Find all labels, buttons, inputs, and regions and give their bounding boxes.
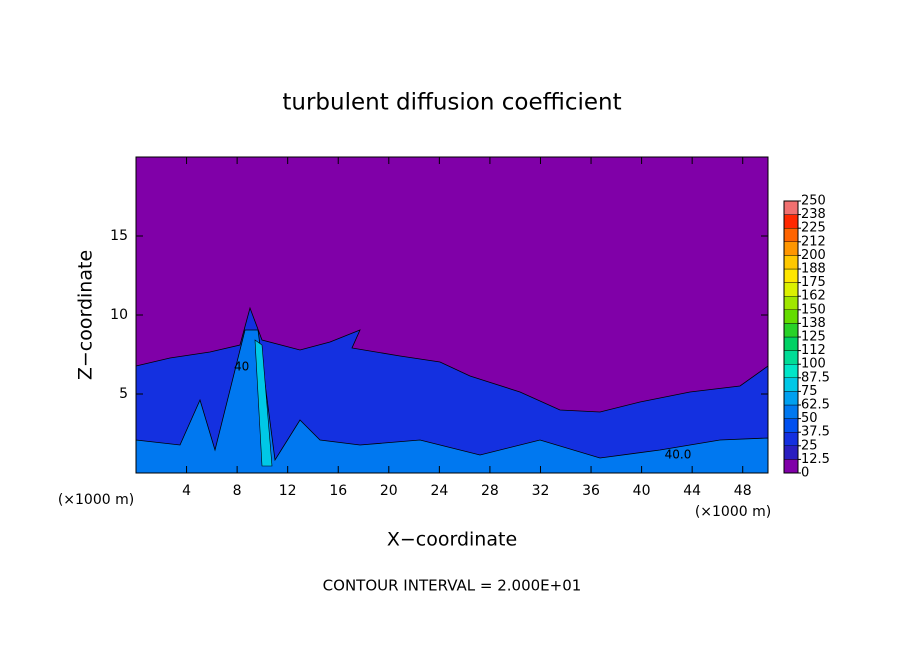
colorbar-label: 75 <box>801 384 818 399</box>
x-unit-label: (×1000 m) <box>695 504 771 520</box>
colorbar-label: 225 <box>801 221 826 236</box>
x-tick-label: 48 <box>734 483 752 499</box>
x-tick-label: 20 <box>380 483 398 499</box>
x-tick-label: 16 <box>329 483 347 499</box>
colorbar-label: 12.5 <box>801 452 830 467</box>
x-tick-label: 12 <box>279 483 297 499</box>
colorbar-segment <box>783 227 799 242</box>
colorbar-segment <box>783 336 799 351</box>
colorbar-segment <box>783 459 799 474</box>
colorbar-segment <box>783 214 799 229</box>
colorbar-label: 238 <box>801 207 826 222</box>
colorbar-label: 112 <box>801 343 826 358</box>
x-axis-label: X−coordinate <box>387 529 517 551</box>
footer: CONTOUR INTERVAL = 2.000E+01 <box>323 577 582 595</box>
colorbar-segment <box>783 282 799 297</box>
colorbar-label: 100 <box>801 357 826 372</box>
colorbar-segment <box>783 418 799 433</box>
x-tick-label: 36 <box>582 483 600 499</box>
colorbar-label: 175 <box>801 275 826 290</box>
colorbar-segment <box>783 377 799 392</box>
colorbar-label: 0 <box>801 466 809 481</box>
colorbar-label: 25 <box>801 438 818 453</box>
chart-title: turbulent diffusion coefficient <box>282 90 621 116</box>
colorbar-segment <box>783 391 799 406</box>
field-region <box>135 329 769 474</box>
colorbar-label: 138 <box>801 316 826 331</box>
colorbar-segment <box>783 309 799 324</box>
x-tick-label: 40 <box>633 483 651 499</box>
x-tick-label: 24 <box>430 483 448 499</box>
contour-label: 40.0 <box>665 448 692 462</box>
colorbar-segment <box>783 255 799 270</box>
contour-label: 40 <box>234 360 249 374</box>
colorbar-label: 162 <box>801 289 826 304</box>
colorbar-segment <box>783 404 799 419</box>
colorbar-label: 150 <box>801 302 826 317</box>
y-tick-label: 15 <box>110 228 128 244</box>
colorbar-label: 250 <box>801 194 826 209</box>
y-tick-label: 10 <box>110 307 128 323</box>
colorbar-label: 212 <box>801 234 826 249</box>
colorbar-label: 62.5 <box>801 398 830 413</box>
colorbar-segment <box>783 296 799 311</box>
colorbar-segment <box>783 200 799 215</box>
colorbar-segment <box>783 432 799 447</box>
y-tick-label: 5 <box>119 386 128 402</box>
colorbar-segment <box>783 445 799 460</box>
colorbar-segment <box>783 364 799 379</box>
y-axis-label: Z−coordinate <box>75 250 97 380</box>
x-tick-label: 8 <box>233 483 242 499</box>
colorbar-label: 37.5 <box>801 425 830 440</box>
x-tick-label: 32 <box>532 483 550 499</box>
x-tick-label: 4 <box>182 483 191 499</box>
colorbar-label: 50 <box>801 411 818 426</box>
colorbar-segment <box>783 241 799 256</box>
colorbar-label: 188 <box>801 262 826 277</box>
x-tick-label: 28 <box>481 483 499 499</box>
colorbar-label: 200 <box>801 248 826 263</box>
colorbar-segment <box>783 350 799 365</box>
colorbar-segment <box>783 268 799 283</box>
colorbar-segment <box>783 323 799 338</box>
colorbar-label: 125 <box>801 330 826 345</box>
x-tick-label: 44 <box>683 483 701 499</box>
y-unit-label: (×1000 m) <box>58 492 134 508</box>
field-region <box>254 339 273 467</box>
colorbar-label: 87.5 <box>801 370 830 385</box>
